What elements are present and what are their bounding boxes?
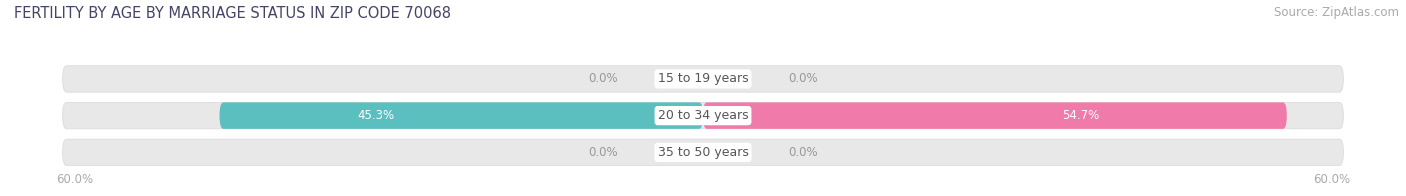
Text: 0.0%: 0.0% bbox=[588, 73, 617, 85]
Text: 15 to 19 years: 15 to 19 years bbox=[658, 73, 748, 85]
FancyBboxPatch shape bbox=[703, 103, 1286, 129]
FancyBboxPatch shape bbox=[219, 103, 703, 129]
Text: 0.0%: 0.0% bbox=[789, 73, 818, 85]
Text: 60.0%: 60.0% bbox=[56, 173, 93, 186]
Text: 0.0%: 0.0% bbox=[789, 146, 818, 159]
Text: 60.0%: 60.0% bbox=[1313, 173, 1350, 186]
FancyBboxPatch shape bbox=[63, 139, 1343, 165]
Text: 0.0%: 0.0% bbox=[588, 146, 617, 159]
Text: FERTILITY BY AGE BY MARRIAGE STATUS IN ZIP CODE 70068: FERTILITY BY AGE BY MARRIAGE STATUS IN Z… bbox=[14, 6, 451, 21]
Text: Source: ZipAtlas.com: Source: ZipAtlas.com bbox=[1274, 6, 1399, 19]
Text: 54.7%: 54.7% bbox=[1062, 109, 1099, 122]
Text: 35 to 50 years: 35 to 50 years bbox=[658, 146, 748, 159]
FancyBboxPatch shape bbox=[63, 66, 1343, 92]
Text: 45.3%: 45.3% bbox=[357, 109, 395, 122]
Text: 20 to 34 years: 20 to 34 years bbox=[658, 109, 748, 122]
FancyBboxPatch shape bbox=[63, 103, 1343, 129]
